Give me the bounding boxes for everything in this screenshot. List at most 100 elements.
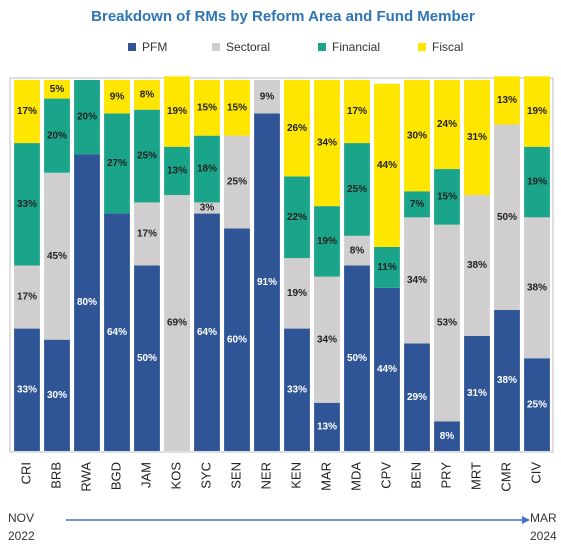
data-label: 5% <box>50 84 65 95</box>
data-label: 25% <box>527 399 547 410</box>
data-label: 19% <box>287 288 307 299</box>
legend-swatch <box>318 43 326 51</box>
bar-segment <box>14 80 40 144</box>
data-label: 91% <box>257 277 277 288</box>
x-tick-label: MRT <box>468 462 483 490</box>
plot-frame <box>9 77 554 453</box>
data-label: 50% <box>497 212 517 223</box>
data-label: 19% <box>527 177 547 188</box>
bar-segment <box>464 195 490 336</box>
data-label: 17% <box>137 229 157 240</box>
x-tick-label: BGD <box>108 462 123 490</box>
data-label: 8% <box>440 431 455 442</box>
bar-segment <box>194 202 220 214</box>
data-label: 27% <box>107 158 127 169</box>
bar-segment <box>374 246 400 288</box>
data-label: 33% <box>17 199 37 210</box>
bar-segment <box>74 80 100 155</box>
bar-segment <box>134 80 160 110</box>
bar-segment <box>164 146 190 196</box>
x-tick-label: CIV <box>528 462 543 484</box>
data-label: 80% <box>77 297 97 308</box>
data-label: 64% <box>107 327 127 338</box>
timeline-end: 2024 <box>530 529 557 543</box>
legend-swatch <box>212 43 220 51</box>
data-label: 9% <box>260 91 275 102</box>
data-label: 8% <box>140 89 155 100</box>
bar-segment <box>284 258 310 329</box>
data-label: 29% <box>407 392 427 403</box>
legend-label: Fiscal <box>432 40 463 54</box>
bar-segment <box>314 276 340 403</box>
bar-segment <box>494 124 520 311</box>
bar-segment <box>44 339 70 451</box>
data-label: 15% <box>437 192 457 203</box>
x-tick-label: MAR <box>318 462 333 491</box>
x-tick-label: MDA <box>348 462 363 491</box>
timeline-start: 2022 <box>8 529 35 543</box>
bar-segment <box>404 217 430 344</box>
timeline-end: MAR <box>530 511 557 525</box>
x-tick-label: CPV <box>378 462 393 489</box>
bar-segment <box>314 206 340 277</box>
bar-segment <box>194 80 220 136</box>
data-label: 17% <box>347 106 367 117</box>
bar-segment <box>134 109 160 203</box>
data-label: 3% <box>200 203 215 214</box>
bar-segment <box>344 265 370 451</box>
data-label: 13% <box>497 95 517 106</box>
bar-segment <box>44 98 70 173</box>
data-label: 38% <box>467 260 487 271</box>
data-label: 19% <box>527 106 547 117</box>
bar-segment <box>14 265 40 329</box>
legend-label: Sectoral <box>226 40 270 54</box>
bar-segment <box>254 113 280 451</box>
data-label: 20% <box>47 130 67 141</box>
data-label: 25% <box>227 177 247 188</box>
data-label: 13% <box>167 166 187 177</box>
bar-segment <box>524 76 550 147</box>
bar-segment <box>284 176 310 259</box>
bar-segment <box>404 343 430 451</box>
bar-segment <box>284 328 310 451</box>
data-label: 34% <box>407 275 427 286</box>
bar-segment <box>104 113 130 214</box>
bar-segment <box>344 235 370 266</box>
x-tick-label: CMR <box>498 462 513 492</box>
data-label: 9% <box>110 91 125 102</box>
data-label: 69% <box>167 318 187 329</box>
bar-segment <box>104 213 130 451</box>
data-label: 22% <box>287 212 307 223</box>
data-label: 31% <box>467 388 487 399</box>
bar-segment <box>164 195 190 451</box>
data-label: 44% <box>377 364 397 375</box>
x-tick-label: RWA <box>78 462 93 492</box>
bar-segment <box>344 80 370 144</box>
bar-segment <box>314 80 340 207</box>
bar-segment <box>44 172 70 340</box>
data-label: 24% <box>437 119 457 130</box>
data-label: 19% <box>317 236 337 247</box>
data-label: 50% <box>347 353 367 364</box>
legend-swatch <box>128 43 136 51</box>
bar-segment <box>524 358 550 451</box>
bar-segment <box>74 154 100 451</box>
data-label: 34% <box>317 138 337 149</box>
data-label: 15% <box>227 102 247 113</box>
bar-segment <box>434 224 460 422</box>
data-label: 15% <box>197 102 217 113</box>
data-label: 30% <box>407 130 427 141</box>
bar-segment <box>14 143 40 266</box>
data-label: 11% <box>377 262 397 273</box>
bar-segment <box>104 80 130 114</box>
bar-segment <box>194 213 220 451</box>
x-tick-label: PRY <box>438 462 453 489</box>
data-label: 44% <box>377 160 397 171</box>
bar-segment <box>134 202 160 266</box>
bar-segment <box>404 191 430 218</box>
legend-label: Financial <box>332 40 380 54</box>
bar-segment <box>374 287 400 451</box>
data-label: 8% <box>350 245 365 256</box>
data-label: 19% <box>167 106 187 117</box>
